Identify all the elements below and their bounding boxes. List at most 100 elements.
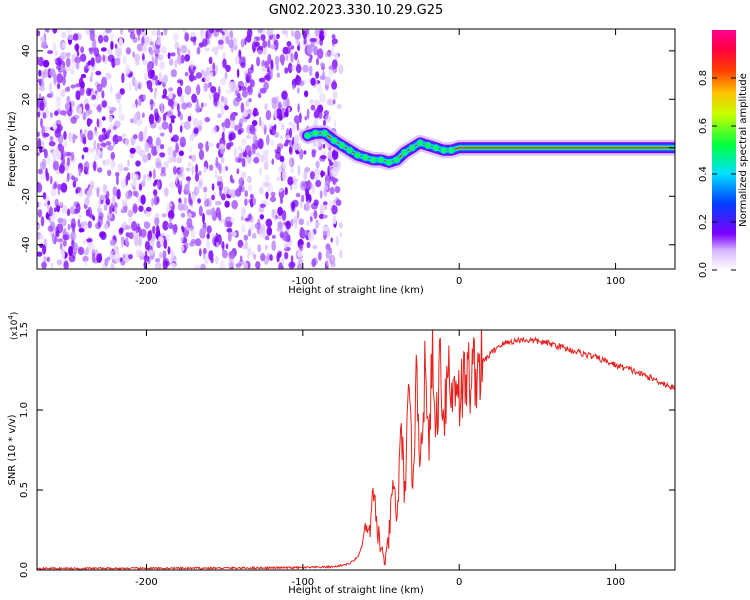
noise-point <box>203 247 207 255</box>
noise-point <box>91 134 94 140</box>
noise-point <box>290 167 295 174</box>
noise-point <box>56 238 64 243</box>
noise-point <box>228 141 234 147</box>
noise-point <box>119 227 124 234</box>
noise-point <box>125 175 129 186</box>
noise-point <box>161 213 167 218</box>
top-y-tick-label: -40 <box>21 237 32 253</box>
noise-point <box>39 101 45 111</box>
noise-point <box>179 184 183 192</box>
noise-point <box>256 56 261 67</box>
noise-point <box>42 59 50 68</box>
bottom-y-tick-label: 1.0 <box>19 402 30 418</box>
noise-point <box>115 47 122 57</box>
noise-point <box>237 93 241 99</box>
noise-point <box>224 105 229 111</box>
noise-point <box>40 117 43 128</box>
noise-point <box>257 92 262 99</box>
noise-point <box>176 47 181 56</box>
noise-point <box>206 238 210 250</box>
noise-point <box>230 120 236 129</box>
noise-point <box>289 146 292 154</box>
top-y-tick-label: -20 <box>21 188 32 204</box>
noise-point <box>51 232 55 244</box>
noise-point <box>240 216 244 221</box>
noise-point <box>305 200 312 212</box>
noise-point <box>163 187 169 197</box>
noise-point <box>193 37 196 46</box>
noise-point <box>138 118 143 125</box>
noise-point <box>109 250 114 260</box>
noise-point <box>145 206 152 212</box>
noise-point <box>221 250 229 259</box>
noise-point <box>167 210 175 220</box>
noise-point <box>335 235 340 246</box>
noise-point <box>245 99 250 107</box>
noise-point <box>84 103 90 111</box>
noise-point <box>215 29 221 33</box>
noise-point <box>62 240 67 247</box>
noise-point <box>111 197 114 204</box>
noise-point <box>167 52 171 60</box>
noise-point <box>142 154 149 163</box>
noise-point <box>57 183 62 190</box>
noise-point <box>110 107 117 112</box>
noise-point <box>122 55 127 65</box>
noise-point <box>334 186 341 194</box>
noise-point <box>191 192 196 202</box>
noise-point <box>214 169 218 180</box>
noise-point <box>278 262 283 269</box>
noise-point <box>255 261 261 269</box>
noise-point <box>134 79 138 85</box>
noise-point <box>326 256 330 267</box>
noise-point <box>270 191 276 198</box>
noise-point <box>330 254 335 263</box>
noise-point <box>264 235 270 241</box>
noise-point <box>50 91 54 97</box>
noise-point <box>70 218 76 230</box>
noise-point <box>317 48 324 60</box>
noise-point <box>101 76 107 88</box>
noise-point <box>219 219 225 224</box>
noise-point <box>260 154 265 163</box>
noise-point <box>221 193 226 201</box>
noise-point <box>185 167 191 172</box>
noise-point <box>205 141 210 152</box>
noise-point <box>110 40 114 50</box>
noise-point <box>257 29 263 34</box>
noise-point <box>293 115 301 124</box>
noise-point <box>332 177 337 185</box>
noise-point <box>284 242 287 250</box>
noise-point <box>148 170 152 178</box>
noise-point <box>177 168 183 178</box>
noise-point <box>175 175 178 184</box>
noise-point <box>170 69 177 78</box>
noise-point <box>208 92 212 101</box>
noise-point <box>121 236 125 242</box>
noise-point <box>204 256 209 265</box>
noise-point <box>240 102 245 113</box>
noise-point <box>69 101 72 112</box>
noise-point <box>293 181 298 190</box>
noise-point <box>184 183 190 192</box>
noise-point <box>184 242 189 250</box>
noise-point <box>130 172 134 181</box>
noise-point <box>115 172 120 177</box>
noise-point <box>284 67 289 74</box>
noise-point <box>129 147 136 154</box>
noise-point <box>143 221 151 229</box>
noise-point <box>202 82 209 92</box>
signal-track-point <box>377 156 385 164</box>
noise-point <box>57 83 61 90</box>
noise-point <box>153 195 159 206</box>
noise-point <box>240 38 245 48</box>
noise-point <box>107 145 114 151</box>
noise-point <box>275 64 280 71</box>
noise-point <box>180 94 185 103</box>
noise-point <box>144 141 150 153</box>
noise-point <box>210 256 214 264</box>
noise-point <box>276 33 280 40</box>
noise-point <box>201 102 204 109</box>
noise-point <box>66 95 71 103</box>
